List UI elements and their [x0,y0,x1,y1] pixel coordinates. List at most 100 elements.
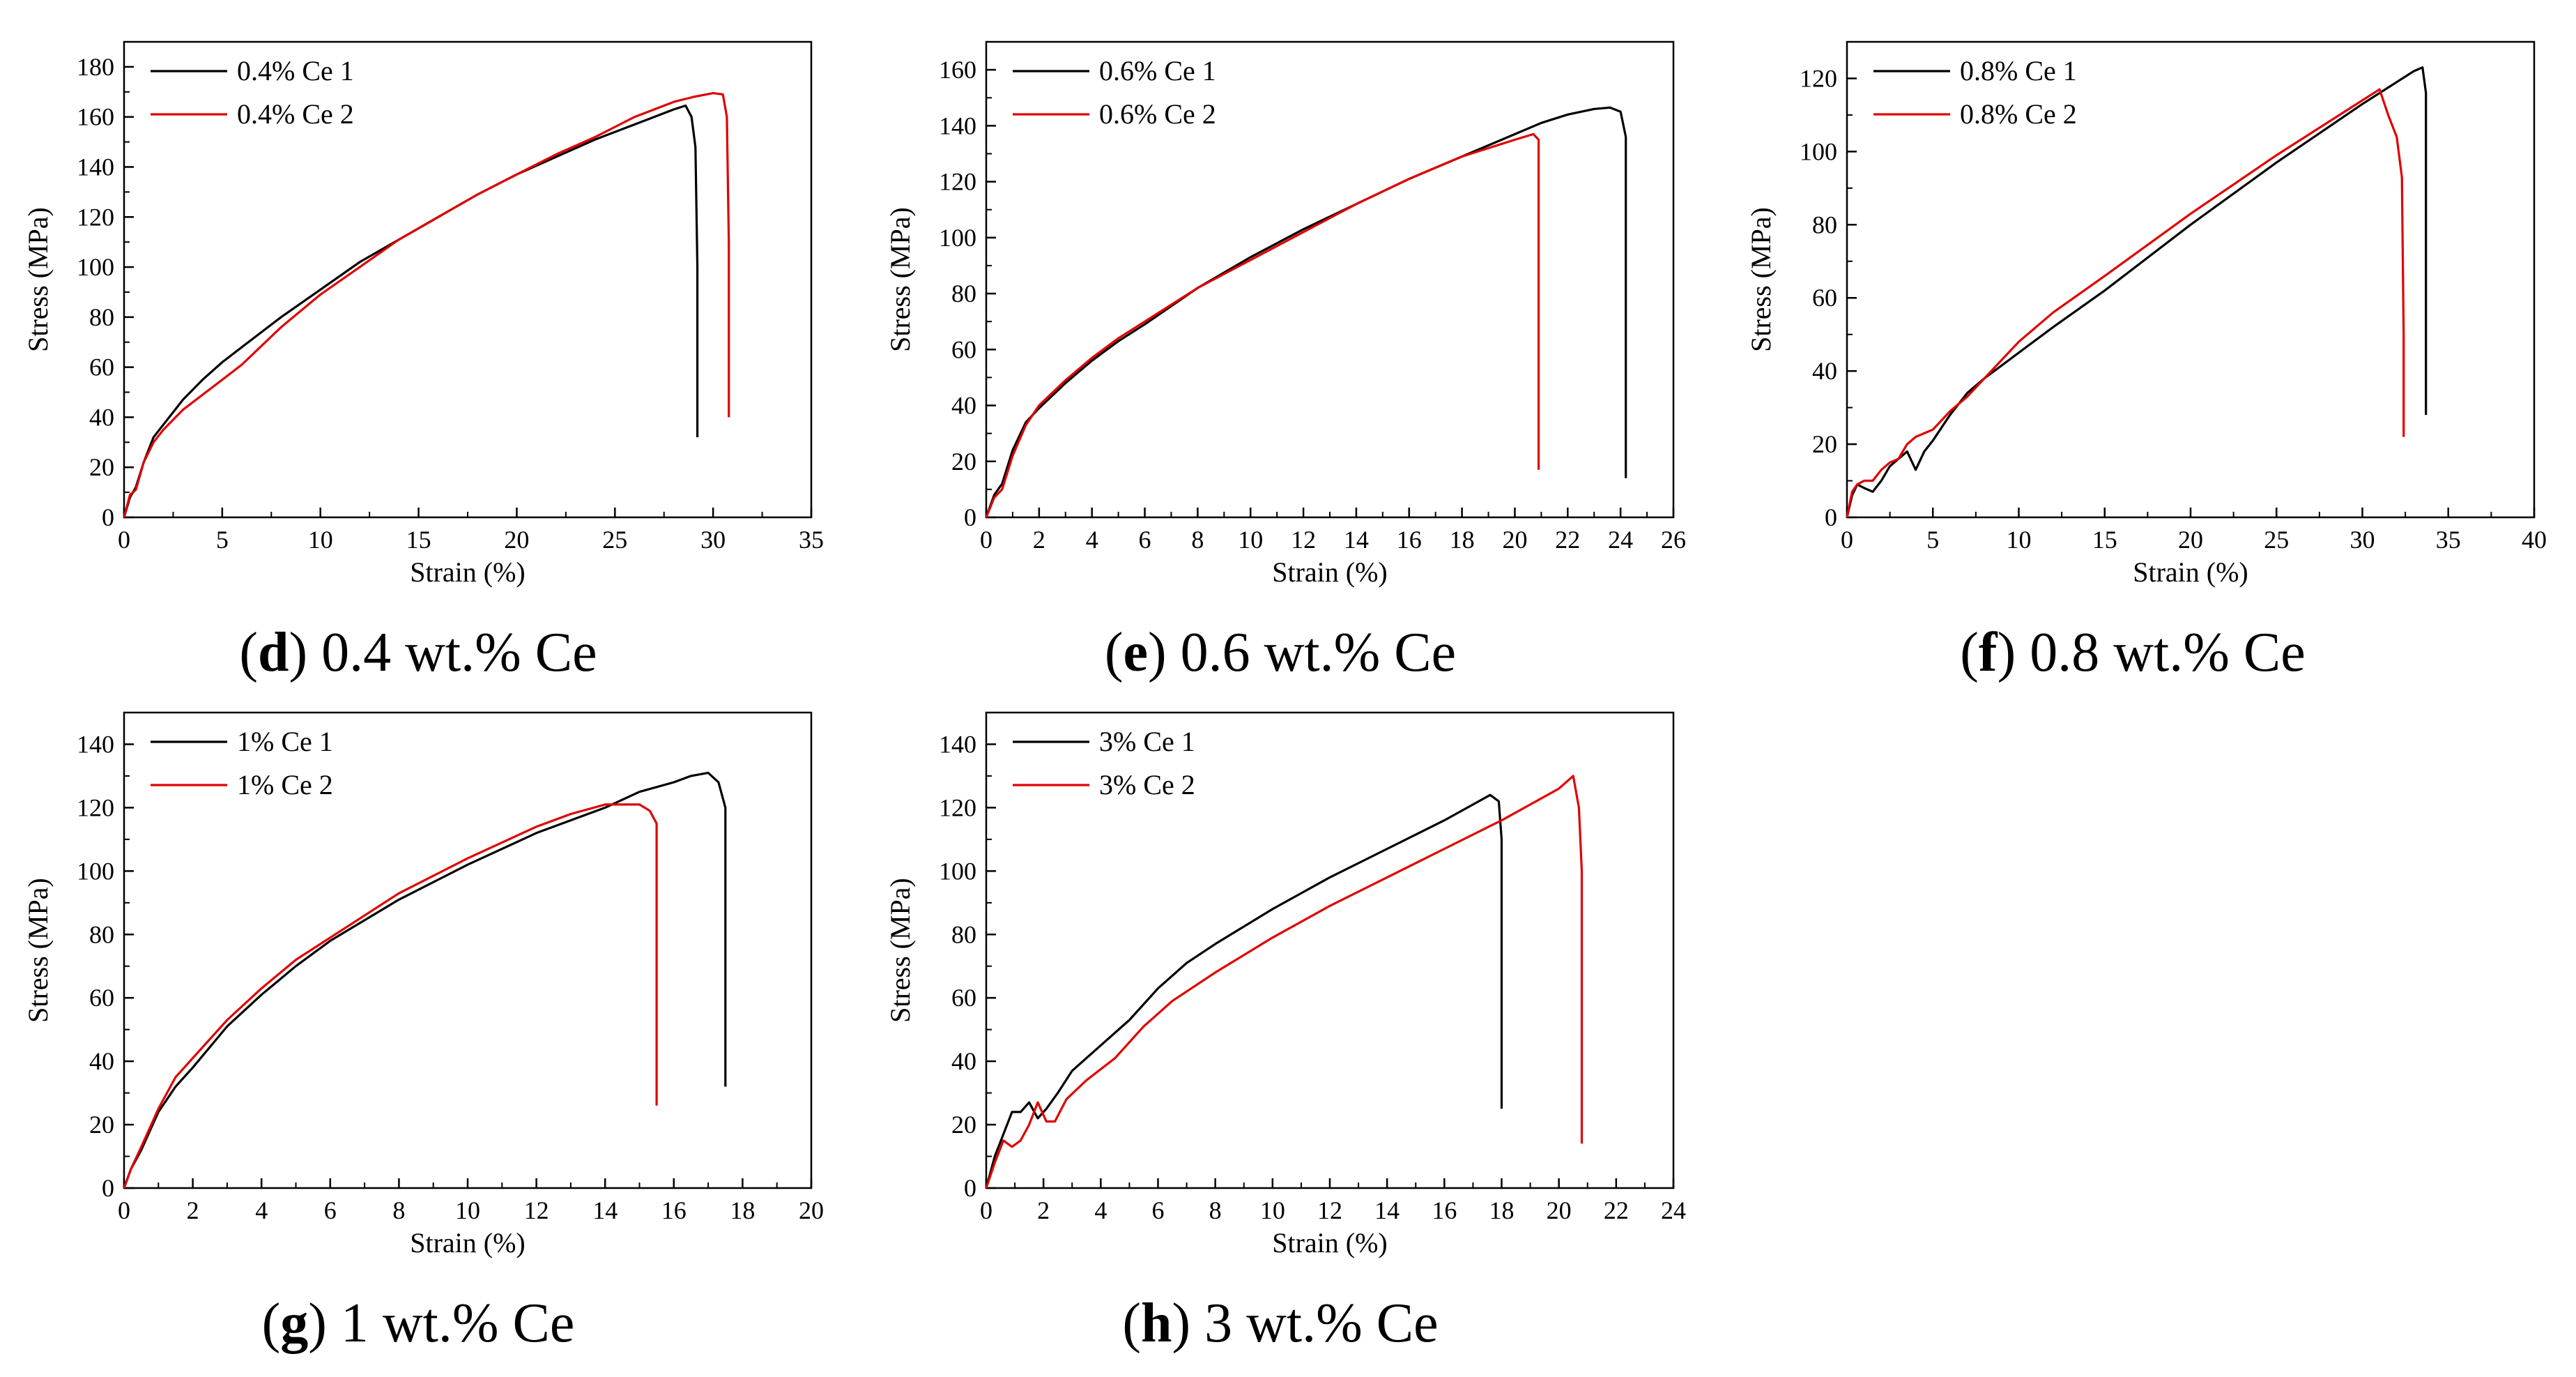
y-tick-label: 40 [89,1047,114,1075]
caption-paren-close: ) [1148,622,1167,683]
caption-paren-open: ( [1960,622,1979,683]
y-tick-label: 180 [77,53,114,81]
x-tick-label: 20 [1547,1196,1572,1224]
chart-panel-h: 0 2 4 6 8 10 12 14 16 18 20 22 24020406080100120140S… [884,711,1686,1354]
y-tick-label: 80 [89,920,114,948]
caption-text: 1 wt.% Ce [327,1293,575,1354]
y-tick-label: 60 [951,984,976,1012]
series-line-1 [123,771,727,1189]
x-tick-label: 12 [524,1196,549,1224]
y-tick-label: 100 [77,253,114,281]
panel-caption: (h) 3 wt.% Ce [1122,1293,1438,1354]
y-tick-label: 80 [89,303,114,331]
caption-letter: h [1141,1293,1172,1354]
y-axis-label: Stress (MPa) [1745,207,1777,352]
legend-label-2: 0.8% Ce 2 [1960,98,2077,130]
caption-paren-close: ) [308,1293,327,1354]
y-tick-label: 20 [89,453,114,481]
legend-label-2: 0.6% Ce 2 [1099,98,1216,130]
legend-label-2: 3% Ce 2 [1099,769,1195,800]
panel-caption: (f) 0.8 wt.% Ce [1960,622,2305,683]
x-tick-label: 14 [592,1196,618,1224]
legend-label-1: 3% Ce 1 [1099,726,1195,757]
y-tick-label: 20 [1812,430,1837,458]
x-tick-label: 24 [1608,526,1633,554]
chart-panel-f: 0 5 10 15 20 25 30 35 40 0 20 40 60 80 100 120 Strain (%… [1745,40,2547,683]
x-tick-label: 6 [324,1196,337,1224]
y-tick-label: 60 [1812,284,1837,312]
x-tick-label: 2 [1033,526,1045,554]
x-axis-label: Strain (%) [410,1227,526,1258]
x-tick-label: 24 [1661,1196,1686,1224]
x-tick-label: 12 [1317,1196,1342,1224]
x-tick-label: 4 [1094,1196,1107,1224]
panel-caption: (d) 0.4 wt.% Ce [239,622,597,683]
x-tick-label: 18 [730,1196,755,1224]
x-tick-label: 20 [504,526,529,554]
x-tick-label: 35 [799,526,824,554]
legend-label-1: 0.6% Ce 1 [1099,55,1216,86]
series-line-2 [985,775,1584,1189]
series-line-2 [123,803,658,1189]
series-line-1 [985,793,1503,1189]
x-tick-label: 25 [602,526,627,554]
panel-caption: (g) 1 wt.% Ce [262,1293,575,1354]
x-tick-label: 4 [1086,526,1098,554]
y-tick-label: 20 [89,1111,114,1139]
y-tick-label: 80 [951,920,976,948]
panel-caption: (e) 0.6 wt.% Ce [1105,622,1456,683]
x-tick-label: 6 [1152,1196,1165,1224]
x-tick-label: 8 [1191,526,1204,554]
caption-paren-open: ( [1105,622,1124,683]
legend-label-1: 0.4% Ce 1 [237,55,354,86]
caption-text: 0.6 wt.% Ce [1167,622,1457,683]
caption-paren-close: ) [1998,622,2016,683]
x-axis-label: Strain (%) [2133,556,2248,588]
caption-letter: g [280,1293,308,1354]
y-tick-label: 120 [77,793,114,821]
x-tick-label: 16 [661,1196,687,1224]
chart-panel-d: 0 5 10 15 20 25 30 35 0 20 40 60 80 100 120 140 160 180 St… [22,40,824,683]
y-tick-label: 100 [1800,137,1837,165]
x-tick-label: 15 [2092,526,2117,554]
y-axis-label: Stress (MPa) [22,878,54,1023]
y-tick-label: 140 [77,730,114,758]
x-tick-label: 26 [1661,526,1686,554]
caption-paren-open: ( [1122,1293,1141,1354]
x-tick-label: 40 [2522,526,2547,554]
caption-paren-close: ) [1172,1293,1190,1354]
y-tick-label: 40 [951,392,976,420]
y-tick-label: 80 [951,280,976,307]
y-tick-label: 0 [102,503,114,531]
y-tick-label: 100 [939,857,976,885]
y-tick-label: 40 [951,1047,976,1075]
x-tick-label: 10 [1238,526,1263,554]
y-tick-label: 60 [89,353,114,381]
x-axis-label: Strain (%) [1272,1227,1388,1258]
plot-frame [985,711,1675,1189]
x-tick-label: 20 [799,1196,824,1224]
caption-text: 0.4 wt.% Ce [307,622,597,683]
x-tick-label: 18 [1489,1196,1515,1224]
y-tick-label: 0 [964,1174,976,1202]
x-tick-label: 8 [1209,1196,1222,1224]
series-line-2 [985,132,1540,518]
x-tick-label: 10 [308,526,333,554]
caption-paren-open: ( [262,1293,281,1354]
y-axis-label: Stress (MPa) [884,207,916,352]
chart-panel-e: 0 2 4 6 8 10 12 14 16 18 20 22 24 2602040608010012014… [884,40,1686,683]
y-tick-label: 20 [951,1111,976,1139]
chart-panel-g: 0 2 4 6 8 10 12 14 16 18 20 0 20 40 60 80 100 120 140 Strai… [22,711,824,1354]
y-tick-label: 120 [939,793,976,821]
x-tick-label: 5 [216,526,229,554]
x-tick-label: 30 [700,526,726,554]
legend-label-1: 0.8% Ce 1 [1960,55,2077,86]
x-tick-label: 2 [187,1196,199,1224]
x-tick-label: 22 [1604,1196,1629,1224]
y-tick-label: 120 [77,203,114,231]
x-tick-label: 10 [455,1196,480,1224]
x-tick-label: 2 [1037,1196,1050,1224]
x-tick-label: 16 [1432,1196,1457,1224]
x-tick-label: 22 [1555,526,1580,554]
plot-frame [123,711,813,1189]
